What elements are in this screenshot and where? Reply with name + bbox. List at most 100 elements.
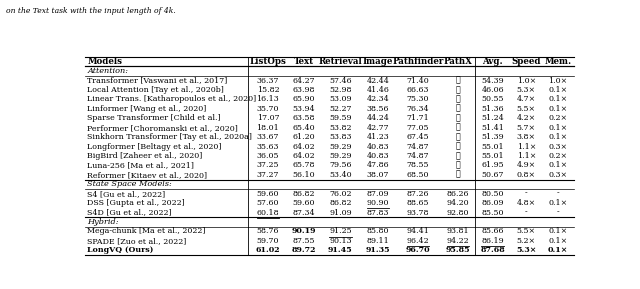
Text: 59.60: 59.60 (292, 199, 315, 207)
Text: 76.34: 76.34 (406, 105, 429, 113)
Text: 85.66: 85.66 (481, 227, 504, 236)
Text: 42.34: 42.34 (367, 95, 390, 103)
Text: State Space Models:: State Space Models: (88, 180, 172, 188)
Text: 64.27: 64.27 (292, 77, 315, 84)
Text: 71.71: 71.71 (406, 114, 429, 122)
Text: 38.56: 38.56 (367, 105, 389, 113)
Text: 37.27: 37.27 (257, 171, 279, 179)
Text: 53.94: 53.94 (292, 105, 315, 113)
Text: Pathfinder: Pathfinder (392, 57, 444, 66)
Text: 1.0×: 1.0× (516, 77, 536, 84)
Text: ✗: ✗ (456, 152, 461, 160)
Text: 91.45: 91.45 (328, 246, 353, 254)
Text: 93.78: 93.78 (407, 209, 429, 216)
Text: 85.80: 85.80 (367, 227, 389, 236)
Text: 57.60: 57.60 (257, 199, 279, 207)
Text: Longformer [Beltagy et al., 2020]: Longformer [Beltagy et al., 2020] (88, 142, 222, 151)
Text: 53.83: 53.83 (329, 133, 351, 141)
Text: Luna-256 [Ma et al., 2021]: Luna-256 [Ma et al., 2021] (88, 161, 195, 169)
Text: 95.85: 95.85 (446, 246, 470, 254)
Text: 4.8×: 4.8× (516, 199, 536, 207)
Text: Transformer [Vaswani et al., 2017]: Transformer [Vaswani et al., 2017] (88, 77, 228, 84)
Text: 88.65: 88.65 (407, 199, 429, 207)
Text: 65.78: 65.78 (292, 161, 315, 169)
Text: -: - (525, 190, 527, 198)
Text: 63.58: 63.58 (292, 114, 315, 122)
Text: 87.34: 87.34 (292, 209, 315, 216)
Text: 53.82: 53.82 (329, 124, 351, 132)
Text: 57.46: 57.46 (329, 77, 352, 84)
Text: Mem.: Mem. (545, 57, 572, 66)
Text: 41.46: 41.46 (367, 86, 390, 94)
Text: 55.01: 55.01 (481, 142, 504, 151)
Text: 54.39: 54.39 (481, 77, 504, 84)
Text: 74.87: 74.87 (406, 152, 429, 160)
Text: SPADE [Zuo et al., 2022]: SPADE [Zuo et al., 2022] (88, 237, 187, 245)
Text: 96.42: 96.42 (406, 237, 429, 245)
Text: 55.01: 55.01 (481, 152, 504, 160)
Text: 5.5×: 5.5× (516, 227, 536, 236)
Text: 50.67: 50.67 (481, 171, 504, 179)
Text: 94.22: 94.22 (447, 237, 470, 245)
Text: on the Text task with the input length of 4k.: on the Text task with the input length o… (6, 7, 176, 15)
Text: 0.1×: 0.1× (548, 199, 568, 207)
Text: 90.13: 90.13 (329, 237, 352, 245)
Text: 51.36: 51.36 (481, 105, 504, 113)
Text: 74.87: 74.87 (406, 142, 429, 151)
Text: 35.70: 35.70 (257, 105, 279, 113)
Text: LongVQ (Ours): LongVQ (Ours) (88, 246, 154, 254)
Text: 53.40: 53.40 (329, 171, 352, 179)
Text: 65.90: 65.90 (292, 95, 315, 103)
Text: 0.1×: 0.1× (548, 227, 568, 236)
Text: 89.72: 89.72 (291, 246, 316, 254)
Text: DSS [Gupta et al., 2022]: DSS [Gupta et al., 2022] (88, 199, 185, 207)
Text: 64.02: 64.02 (292, 152, 315, 160)
Text: 86.09: 86.09 (481, 199, 504, 207)
Text: Performer [Choromanski et al., 2020]: Performer [Choromanski et al., 2020] (88, 124, 238, 132)
Text: 0.3×: 0.3× (548, 142, 568, 151)
Text: 92.80: 92.80 (447, 209, 469, 216)
Text: 79.56: 79.56 (329, 161, 351, 169)
Text: 59.60: 59.60 (257, 190, 279, 198)
Text: 0.1×: 0.1× (548, 237, 568, 245)
Text: 86.26: 86.26 (447, 190, 469, 198)
Text: 60.18: 60.18 (257, 209, 279, 216)
Text: ✗: ✗ (456, 133, 461, 141)
Text: 75.30: 75.30 (407, 95, 429, 103)
Text: 61.95: 61.95 (481, 161, 504, 169)
Text: ✗: ✗ (456, 95, 461, 103)
Text: 0.1×: 0.1× (548, 124, 568, 132)
Text: 94.41: 94.41 (406, 227, 429, 236)
Text: Linear Trans. [Katharopoulos et al., 2020]: Linear Trans. [Katharopoulos et al., 202… (88, 95, 257, 103)
Text: 38.07: 38.07 (367, 171, 389, 179)
Text: 42.44: 42.44 (367, 77, 390, 84)
Text: 66.63: 66.63 (407, 86, 429, 94)
Text: 96.70: 96.70 (406, 246, 430, 254)
Text: 87.26: 87.26 (407, 190, 429, 198)
Text: 0.1×: 0.1× (548, 86, 568, 94)
Text: 50.55: 50.55 (481, 95, 504, 103)
Text: 5.3×: 5.3× (516, 86, 536, 94)
Text: 61.20: 61.20 (292, 133, 315, 141)
Text: 91.35: 91.35 (366, 246, 390, 254)
Text: 5.5×: 5.5× (516, 105, 536, 113)
Text: 51.24: 51.24 (481, 114, 504, 122)
Text: 0.3×: 0.3× (548, 171, 568, 179)
Text: 36.37: 36.37 (257, 77, 279, 84)
Text: ✗: ✗ (456, 105, 461, 113)
Text: S4D [Gu et al., 2022]: S4D [Gu et al., 2022] (88, 209, 172, 216)
Text: BigBird [Zaheer et al., 2020]: BigBird [Zaheer et al., 2020] (88, 152, 203, 160)
Text: 80.50: 80.50 (481, 190, 504, 198)
Text: 44.24: 44.24 (367, 114, 390, 122)
Text: 86.82: 86.82 (292, 190, 315, 198)
Text: ListOps: ListOps (250, 57, 286, 66)
Text: 3.8×: 3.8× (516, 133, 536, 141)
Text: Image: Image (363, 57, 394, 66)
Text: Linformer [Wang et al., 2020]: Linformer [Wang et al., 2020] (88, 105, 207, 113)
Text: 52.98: 52.98 (329, 86, 351, 94)
Text: 52.27: 52.27 (329, 105, 351, 113)
Text: 18.01: 18.01 (257, 124, 279, 132)
Text: ✗: ✗ (456, 114, 461, 122)
Text: 36.05: 36.05 (257, 152, 279, 160)
Text: 40.83: 40.83 (367, 142, 389, 151)
